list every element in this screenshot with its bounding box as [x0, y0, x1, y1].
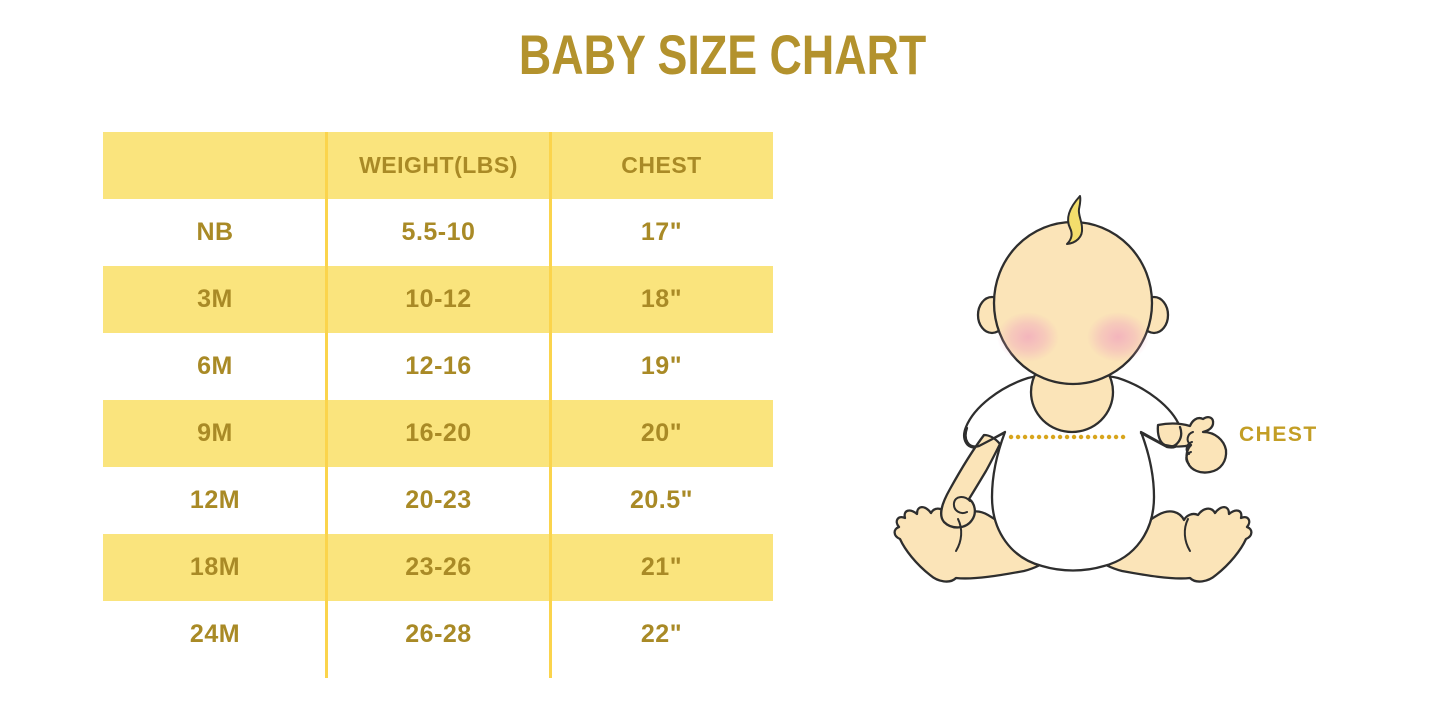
left-ankle-line — [955, 518, 963, 552]
baby-right-arm — [1156, 416, 1228, 474]
baby-left-arm — [940, 433, 1002, 529]
weight-cell: 10-12 — [327, 266, 550, 333]
chest-cell: 17" — [640, 218, 683, 246]
size-cell: 6M — [197, 352, 233, 380]
size-cell: 12M — [189, 486, 241, 514]
weight-cell: 26-28 — [405, 620, 472, 648]
header-weight-cell: WEIGHT(LBS) — [327, 132, 550, 199]
size-cell: 3M — [103, 266, 327, 333]
right-sleeve-edge — [1139, 425, 1183, 449]
column-divider — [549, 132, 552, 678]
column-divider — [325, 132, 328, 678]
left-sleeve-edge — [964, 426, 1006, 448]
right-ankle-line — [1183, 518, 1191, 552]
page-title: BABY SIZE CHART — [518, 23, 927, 86]
baby-left-hand-finger-line — [952, 496, 971, 514]
baby-right-cheek — [1087, 312, 1149, 362]
size-cell: 9M — [103, 400, 327, 467]
weight-cell: 12-16 — [405, 352, 472, 380]
chest-cell: 21" — [550, 534, 773, 601]
baby-illustration — [893, 195, 1253, 583]
baby-left-cheek — [997, 312, 1059, 362]
baby-hair-tuft — [1066, 195, 1084, 245]
weight-cell: 5.5-10 — [401, 218, 476, 246]
page-title-wrap: BABY SIZE CHART — [0, 27, 1445, 83]
size-cell: 24M — [189, 620, 241, 648]
size-table: WEIGHT(LBS) CHEST NB 5.5-10 17" 3M 10-12… — [103, 132, 773, 668]
chest-cell: 19" — [640, 352, 683, 380]
chest-annotation-label: CHEST — [1239, 423, 1318, 446]
chest-cell: 20" — [550, 400, 773, 467]
size-cell: 18M — [103, 534, 327, 601]
size-cell: NB — [196, 218, 234, 246]
chest-cell: 18" — [550, 266, 773, 333]
chest-cell: 22" — [640, 620, 683, 648]
weight-cell: 23-26 — [327, 534, 550, 601]
baby-right-hand-finger-lines — [1185, 431, 1194, 465]
weight-cell: 20-23 — [405, 486, 472, 514]
chest-cell: 20.5" — [629, 486, 693, 514]
header-size-cell — [103, 132, 327, 199]
weight-cell: 16-20 — [327, 400, 550, 467]
header-chest-cell: CHEST — [550, 132, 773, 199]
